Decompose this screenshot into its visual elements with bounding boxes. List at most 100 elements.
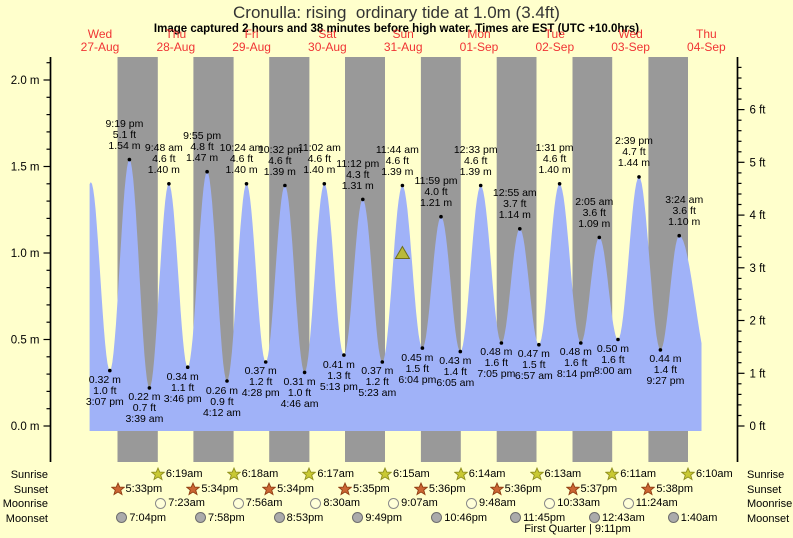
moonset-entry: 12:43am	[588, 511, 645, 524]
sunrise-entry: 6:19am	[150, 467, 203, 481]
moonrise-circle-icon	[622, 497, 634, 509]
tide-label-line: 6:04 pm	[398, 373, 437, 386]
tide-event-dot	[127, 157, 132, 162]
moonrise-time: 7:23am	[168, 497, 205, 509]
moonset-circle-icon	[116, 512, 128, 523]
high-tide-label: 11:12 pm 4.3 ft 1.31 m	[318, 158, 398, 192]
tide-curve-area	[89, 159, 702, 431]
moonrise-row-label-right: Moonrise	[747, 497, 793, 510]
tide-label-line: 5:23 am	[358, 387, 397, 400]
high-tide-label: 11:44 am 4.6 ft 1.39 m	[357, 145, 437, 178]
tide-label-line: 1.31 m	[341, 179, 374, 192]
tide-label-line: 1.4 ft	[443, 366, 467, 379]
tide-event-dot	[537, 342, 541, 347]
left-axis-tick-label: 1.0 m	[11, 248, 40, 260]
sunset-row-label-left: Sunset	[13, 483, 48, 496]
current-tide-marker	[394, 245, 411, 259]
low-tide-label: 0.37 m 1.2 ft 4:28 pm	[221, 366, 301, 399]
tide-label-line: 9:27 pm	[646, 375, 685, 388]
tide-label-line: 9:55 pm	[183, 130, 222, 143]
tide-event-dot	[263, 360, 268, 364]
tide-label-line: 4:46 am	[280, 397, 319, 410]
moonset-circle-icon	[431, 512, 443, 523]
low-tide-label: 0.31 m 1.0 ft 4:46 am	[260, 376, 340, 410]
tide-label-line: 1.09 m	[578, 217, 611, 230]
day-date: 31-Aug	[383, 40, 423, 54]
tide-label-line: 4.6 ft	[464, 155, 488, 168]
sunset-time: 5:36pm	[428, 483, 466, 495]
right-axis-tick-label: 5 ft	[750, 157, 767, 169]
tide-label-line: 5.1 ft	[112, 129, 137, 142]
high-tide-label: 9:55 pm 4.8 ft 1.47 m	[162, 131, 242, 164]
tide-label-line: 0.47 m	[517, 348, 550, 361]
moonrise-entry: 7:23am	[154, 497, 205, 510]
page-title: Cronulla: rising ordinary tide at 1.0m (…	[233, 3, 560, 22]
tide-label-line: 1.40 m	[147, 164, 180, 177]
left-axis-tick-label: 2.0 m	[11, 75, 40, 87]
tide-label-line: 8:14 pm	[556, 368, 595, 381]
moonrise-time: 9:07am	[401, 497, 438, 509]
sunrise-time: 6:15am	[393, 468, 430, 480]
sunrise-star-icon	[302, 467, 317, 481]
moonrise-entry: 9:07am	[387, 497, 438, 510]
tide-label-line: 3.6 ft	[582, 206, 606, 219]
tide-event-dot	[579, 341, 583, 345]
sunset-entry: 5:35pm	[338, 482, 390, 496]
tide-label-line: 3:07 pm	[85, 396, 124, 409]
tide-label-line: 3:46 pm	[163, 392, 202, 405]
tide-label-line: 0.48 m	[480, 346, 513, 359]
tide-label-line: 9:48 am	[144, 142, 183, 155]
sunrise-time: 6:17am	[317, 468, 355, 480]
low-tide-label: 0.41 m 1.3 ft 5:13 pm	[299, 358, 379, 393]
high-tide-label: 3:24 am 3.6 ft 1.10 m	[644, 195, 724, 228]
tide-label-line: 4.6 ft	[152, 153, 176, 166]
tide-event-dot	[420, 346, 425, 350]
sunrise-star-icon	[605, 467, 620, 481]
tide-event-dot	[205, 169, 209, 174]
high-tide-label: 11:02 am 4.6 ft 1.40 m	[279, 143, 359, 176]
day-weekday: Wed	[87, 27, 113, 41]
day-date: 28-Aug	[156, 40, 196, 54]
moonrise-entry: 9:48am	[465, 497, 516, 510]
tide-event-dot	[458, 349, 463, 354]
tide-label-line: 4.6 ft	[542, 153, 567, 166]
moonrise-time: 9:48am	[479, 497, 516, 509]
sunrise-star-icon	[378, 467, 393, 481]
moonset-circle-icon	[667, 512, 679, 523]
tide-event-dot	[597, 235, 602, 240]
sunrise-row-label-right: Sunrise	[747, 468, 785, 481]
sunrise-star-icon	[680, 467, 695, 481]
low-tide-label: 0.47 m 1.5 ft 6:57 am	[494, 349, 574, 382]
low-tide-label: 0.22 m 0.7 ft 3:39 am	[104, 392, 184, 425]
moonrise-circle-icon	[544, 497, 556, 509]
sunset-star-icon	[565, 482, 580, 496]
day-header: Sat 30-Aug	[289, 28, 365, 54]
high-tide-label: 9:48 am 4.6 ft 1.40 m	[124, 143, 204, 176]
day-header: Fri 29-Aug	[214, 28, 290, 54]
tide-label-line: 0.41 m	[322, 358, 355, 371]
sunset-star-icon	[489, 482, 504, 496]
tide-event-dot	[478, 183, 483, 188]
moonset-time: 12:43am	[601, 511, 645, 524]
tide-label-line: 0.43 m	[439, 355, 472, 368]
day-date: 02-Sep	[535, 40, 575, 54]
sunrise-time: 6:13am	[544, 468, 582, 480]
tide-event-dot	[380, 360, 385, 364]
tide-label-line: 1.0 ft	[287, 386, 312, 399]
tide-label-line: 1.10 m	[668, 216, 701, 229]
day-header: Tue 02-Sep	[517, 28, 593, 54]
high-tide-label: 12:33 pm 4.6 ft 1.39 m	[436, 145, 516, 178]
moonrise-circle-icon	[388, 497, 400, 509]
low-tide-label: 0.45 m 1.5 ft 6:04 pm	[377, 352, 457, 386]
day-date: 27-Aug	[80, 40, 120, 54]
sunrise-entry: 6:17am	[302, 467, 354, 481]
high-tide-label: 10:32 pm 4.6 ft 1.39 m	[240, 145, 320, 178]
tide-label-line: 1.0 ft	[93, 385, 117, 398]
moonset-time: 11:45pm	[523, 511, 566, 524]
left-axis-tick-label: 0.0 m	[11, 421, 40, 433]
chart-subtitle: Image captured 2 hours and 38 minutes be…	[153, 23, 640, 35]
sunset-row-label-right: Sunset	[747, 483, 782, 496]
high-tide-label: 11:59 pm 4.0 ft 1.21 m	[396, 176, 476, 209]
moonrise-entry: 10:33am	[543, 497, 600, 510]
sunset-time: 5:36pm	[504, 483, 542, 495]
